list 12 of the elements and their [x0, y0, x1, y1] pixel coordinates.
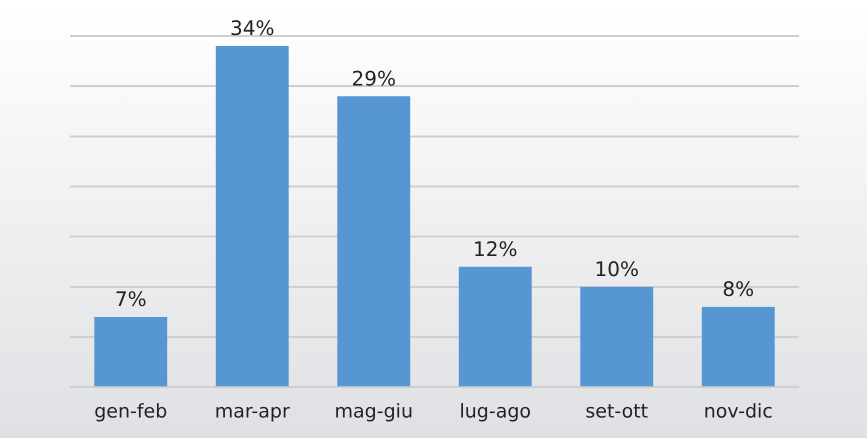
x-tick-label: lug-ago [459, 400, 532, 423]
data-label: 29% [352, 66, 396, 90]
data-label: 10% [594, 257, 639, 282]
x-tick-label: set-ott [585, 400, 648, 423]
x-tick-label: mar-apr [214, 400, 290, 423]
data-label: 7% [114, 287, 147, 312]
x-tick-label: nov-dic [704, 400, 773, 423]
x-tick-label: gen-feb [94, 400, 168, 423]
data-label: 12% [473, 236, 518, 261]
x-tick-label: mag-giu [334, 400, 413, 423]
data-label: 34% [230, 16, 274, 40]
data-label: 8% [722, 277, 754, 302]
